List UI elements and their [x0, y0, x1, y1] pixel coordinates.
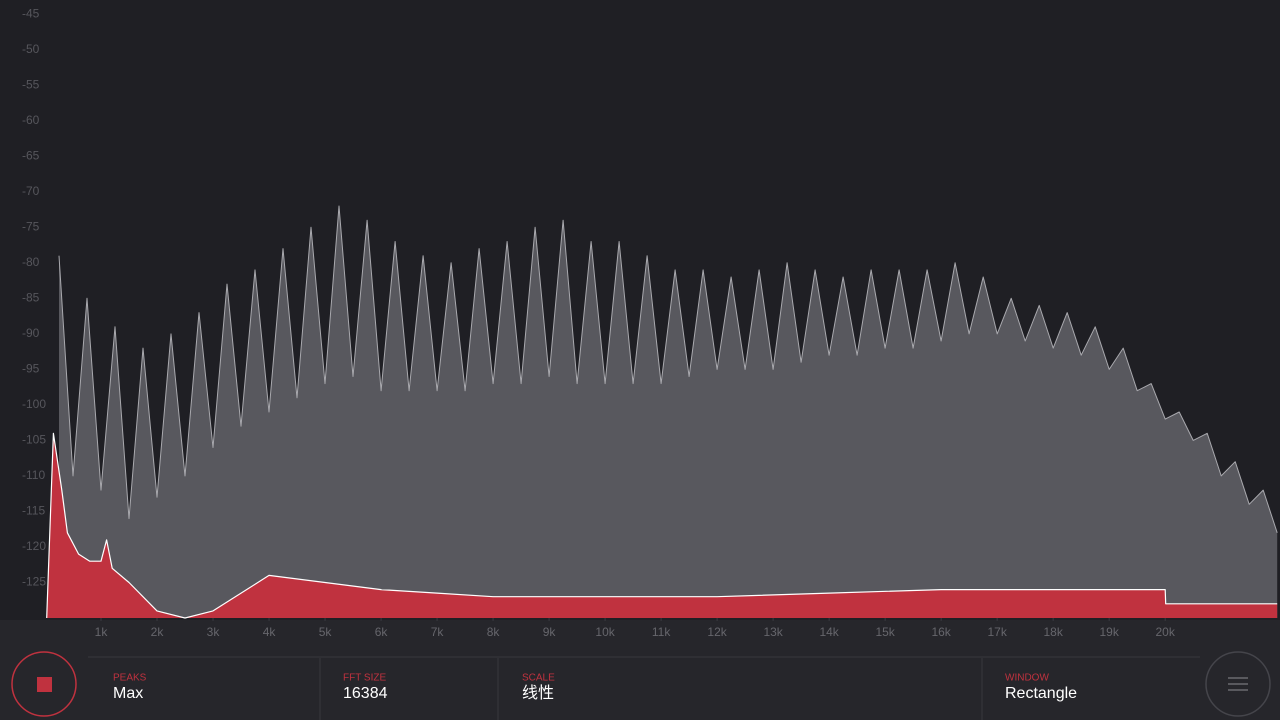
y-tick-label: -70: [22, 184, 40, 198]
area: [46, 433, 1278, 618]
control[interactable]: SCALE 线性: [522, 673, 555, 703]
stop-icon: [37, 677, 52, 692]
y-tick-label: -60: [22, 113, 40, 127]
line: [58, 205, 1278, 533]
y-tick-label: -90: [22, 326, 40, 340]
menu-button[interactable]: [1205, 651, 1271, 717]
y-tick-label: -75: [22, 219, 40, 233]
y-tick-label: -65: [22, 148, 40, 162]
control-value: Max: [113, 685, 143, 702]
x-tick-label: 6k: [375, 625, 389, 639]
x-tick-label: 1k: [95, 625, 109, 639]
x-tick-label: 16k: [931, 625, 951, 639]
x-tick-label: 3k: [207, 625, 221, 639]
control-label: WINDOW: [1005, 673, 1049, 684]
y-tick-label: -95: [22, 362, 40, 376]
y-tick-label: -50: [22, 42, 40, 56]
x-tick-label: 18k: [1043, 625, 1063, 639]
y-tick-label: -125: [22, 575, 46, 589]
y-tick-label: -120: [22, 539, 46, 553]
x-tick-label: 20k: [1156, 625, 1176, 639]
y-tick-label: -85: [22, 291, 40, 305]
x-tick-label: 14k: [819, 625, 839, 639]
x-tick-label: 15k: [875, 625, 895, 639]
y-tick-label: -45: [22, 6, 40, 20]
x-tick-label: 9k: [543, 625, 557, 639]
stop-button[interactable]: [11, 651, 77, 717]
stop-ring: [11, 651, 77, 717]
x-tick-label: 7k: [431, 625, 445, 639]
y-tick-label: -80: [22, 255, 40, 269]
control-label: PEAKS: [113, 673, 147, 684]
control-value: 线性: [522, 684, 554, 702]
control-bar: [0, 620, 1280, 720]
control[interactable]: WINDOW Rectangle: [1005, 673, 1077, 703]
x-tick-label: 5k: [319, 625, 333, 639]
line: [46, 432, 1278, 619]
x-tick-label: 8k: [487, 625, 501, 639]
x-tick-label: 13k: [763, 625, 783, 639]
control-label: SCALE: [522, 673, 555, 684]
y-tick-label: -115: [22, 504, 45, 518]
y-tick-label: -110: [22, 468, 45, 482]
y-tick-label: -105: [22, 433, 46, 447]
control[interactable]: FFT SIZE 16384: [343, 673, 388, 703]
control-value: Rectangle: [1005, 685, 1077, 702]
y-tick-label: -55: [22, 77, 40, 91]
y-tick-label: -100: [22, 397, 46, 411]
x-tick-label: 17k: [987, 625, 1007, 639]
x-tick-label: 11k: [652, 625, 671, 639]
x-tick-label: 2k: [151, 625, 165, 639]
control-label: FFT SIZE: [343, 673, 386, 684]
control-value: 16384: [343, 685, 388, 702]
x-tick-label: 19k: [1099, 625, 1119, 639]
x-tick-label: 12k: [707, 625, 727, 639]
menu-ring: [1205, 651, 1271, 717]
x-tick-label: 4k: [263, 625, 277, 639]
area: [59, 206, 1278, 618]
x-tick-label: 10k: [595, 625, 615, 639]
spectrum-plot: -45 -50 -55 -60 -65 -70 -75 -80 -85 -90 -95 -100 -10…: [22, 6, 1278, 639]
control[interactable]: PEAKS Max: [113, 673, 147, 703]
